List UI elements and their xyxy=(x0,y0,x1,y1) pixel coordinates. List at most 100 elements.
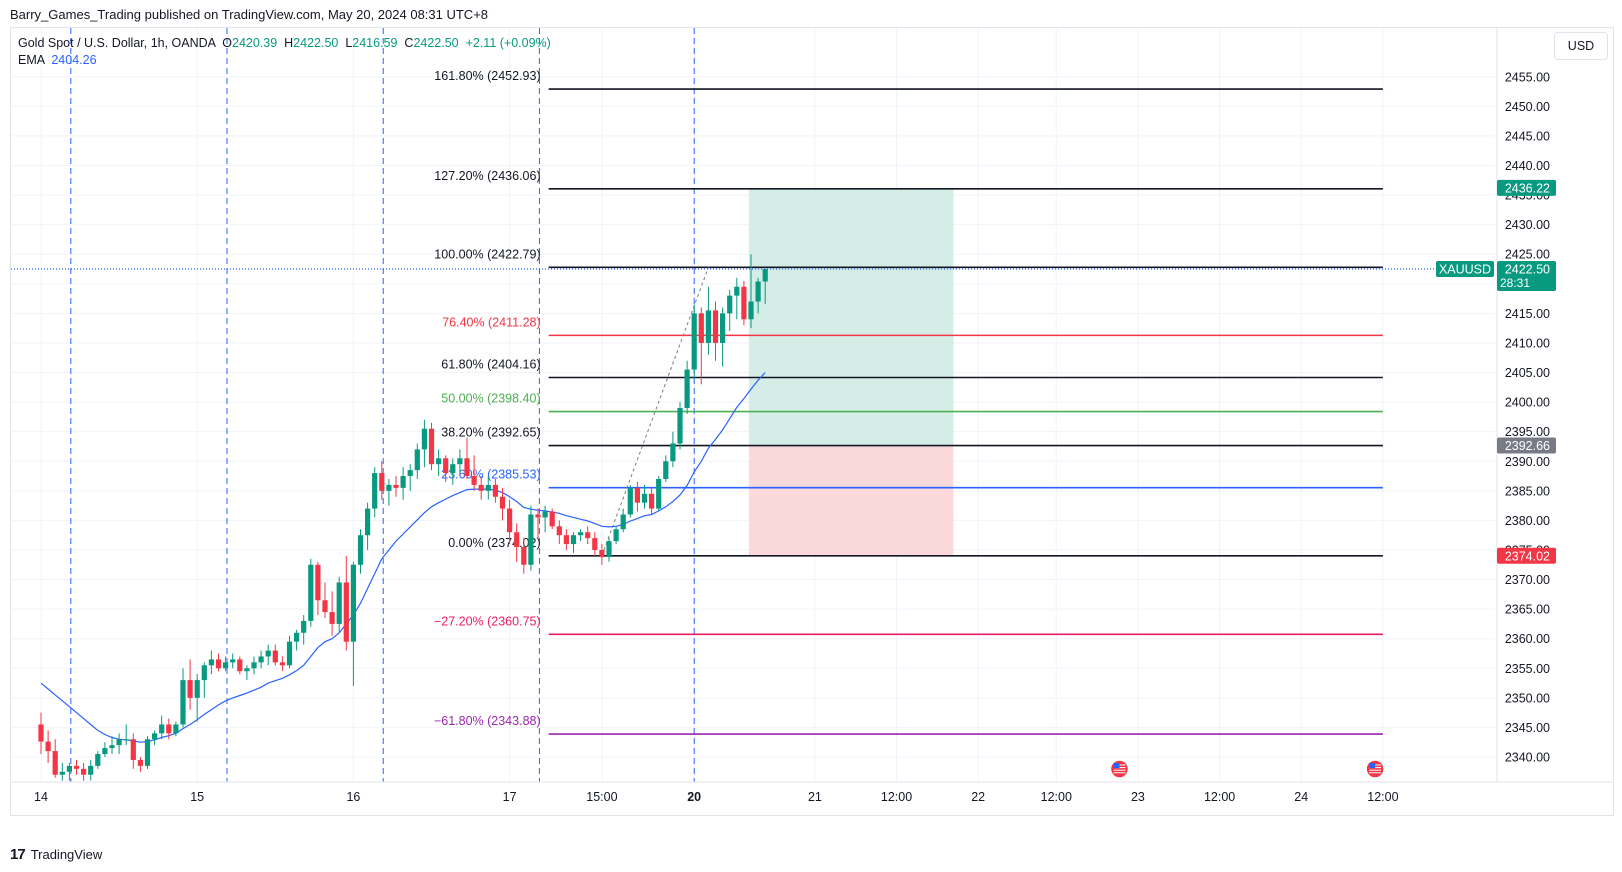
candle-body xyxy=(187,680,193,698)
stop-zone xyxy=(748,445,954,556)
candle-body xyxy=(372,473,378,509)
candle-body xyxy=(88,765,94,775)
candle-body xyxy=(734,286,740,296)
price-tick-label: 2410.00 xyxy=(1505,336,1550,350)
candle-body xyxy=(741,286,747,320)
legend-symbol: Gold Spot / U.S. Dollar, 1h, OANDA xyxy=(18,36,216,50)
legend-low-label: L xyxy=(345,36,353,50)
candle-body xyxy=(542,511,548,518)
time-tick-label: 15:00 xyxy=(586,790,617,804)
time-tick-label: 12:00 xyxy=(1204,790,1235,804)
target-zone xyxy=(748,187,954,446)
candle-body xyxy=(315,564,321,601)
candle-body xyxy=(393,484,399,488)
price-tick-label: 2390.00 xyxy=(1505,455,1550,469)
candle-body xyxy=(684,369,690,409)
time-tick-label: 21 xyxy=(808,790,822,804)
candle-body xyxy=(705,310,711,343)
candle-body xyxy=(258,656,264,663)
candle-body xyxy=(649,493,655,509)
candle-body xyxy=(570,535,577,545)
flag-canton xyxy=(1113,763,1120,768)
last-price-tag xyxy=(1497,261,1556,292)
time-tick-label: 23 xyxy=(1131,790,1145,804)
candle-body xyxy=(102,748,108,755)
fib-level-label: 61.80% (2404.16) xyxy=(441,357,540,371)
candle-body xyxy=(663,461,669,479)
candle-body xyxy=(215,659,222,669)
candle-body xyxy=(343,582,349,642)
candle-body xyxy=(578,532,584,536)
candle-body xyxy=(599,549,605,558)
candle-body xyxy=(428,428,435,465)
candle-body xyxy=(357,535,364,565)
price-tag-text: 2374.02 xyxy=(1505,549,1550,563)
price-tag xyxy=(1497,437,1556,454)
candle-body xyxy=(272,650,278,663)
candle-body xyxy=(194,680,200,698)
candle-body xyxy=(627,487,633,515)
candle-body xyxy=(755,281,761,302)
candle-body xyxy=(613,529,619,542)
time-tick-label: 12:00 xyxy=(1367,790,1398,804)
time-tick-label: 12:00 xyxy=(1041,790,1072,804)
candle-body xyxy=(301,620,307,633)
price-tick-label: 2345.00 xyxy=(1505,721,1550,735)
price-tick-label: 2365.00 xyxy=(1505,603,1550,617)
fib-level-label: 100.00% (2422.79) xyxy=(434,247,540,261)
candle-body xyxy=(237,659,243,672)
fib-level-label: −27.20% (2360.75) xyxy=(434,614,541,628)
candle-body xyxy=(485,484,491,491)
legend-ema-label: EMA xyxy=(18,53,45,67)
candle-body xyxy=(81,768,87,775)
price-tick-label: 2395.00 xyxy=(1505,425,1550,439)
price-tag xyxy=(1497,179,1556,196)
price-tick-label: 2425.00 xyxy=(1505,248,1550,262)
time-tick-label: 12:00 xyxy=(881,790,912,804)
candle-body xyxy=(492,484,498,497)
candle-body xyxy=(585,532,591,539)
candle-body xyxy=(123,739,129,741)
bar-countdown: 28:31 xyxy=(1500,276,1530,290)
footer: 17 TradingView xyxy=(10,846,102,863)
plot-area: 161.80% (2452.93) 127.20% (2436.06) 100.00… xyxy=(11,28,1495,782)
candle-body xyxy=(95,754,101,766)
time-tick-label: 24 xyxy=(1294,790,1308,804)
legend-close-value: 2422.50 xyxy=(413,36,459,50)
price-tick-label: 2415.00 xyxy=(1505,307,1550,321)
candle-body xyxy=(350,564,356,642)
tradingview-wordmark[interactable]: TradingView xyxy=(30,847,103,862)
candle-body xyxy=(308,564,314,621)
candle-body xyxy=(286,641,293,666)
price-tick-label: 2405.00 xyxy=(1505,366,1550,380)
fib-level-label: 50.00% (2398.40) xyxy=(441,392,540,406)
candle-body xyxy=(45,741,51,752)
candle-body xyxy=(443,458,449,474)
legend-close-label: C xyxy=(404,36,414,50)
price-tag xyxy=(1497,547,1556,564)
tradingview-logo-icon[interactable]: 17 xyxy=(10,846,26,863)
price-tick-label: 2430.00 xyxy=(1505,218,1550,232)
candle-body xyxy=(116,739,122,746)
price-tick-label: 2440.00 xyxy=(1505,159,1550,173)
price-tick-label: 2385.00 xyxy=(1505,484,1550,498)
currency-button[interactable]: USD xyxy=(1554,32,1608,60)
candle-body xyxy=(620,514,626,530)
candle-body xyxy=(166,724,172,734)
candle-body xyxy=(521,547,527,565)
flag-canton xyxy=(1369,763,1376,768)
time-tick-label: 22 xyxy=(971,790,985,804)
fib-level-label: 0.00% (2374.02) xyxy=(448,536,540,550)
chart-frame[interactable] xyxy=(10,27,1614,816)
us-flag-icon xyxy=(1109,759,1130,779)
candle-body xyxy=(251,662,257,669)
candle-body xyxy=(180,680,186,725)
time-tick-label: 20 xyxy=(687,790,701,804)
candle-body xyxy=(698,313,704,343)
last-price-text: 2422.50 xyxy=(1505,263,1550,277)
price-tick-label: 2400.00 xyxy=(1505,396,1550,410)
candle-body xyxy=(641,493,648,503)
candle-body xyxy=(365,508,371,536)
fib-level-label: −61.80% (2343.88) xyxy=(434,714,541,728)
